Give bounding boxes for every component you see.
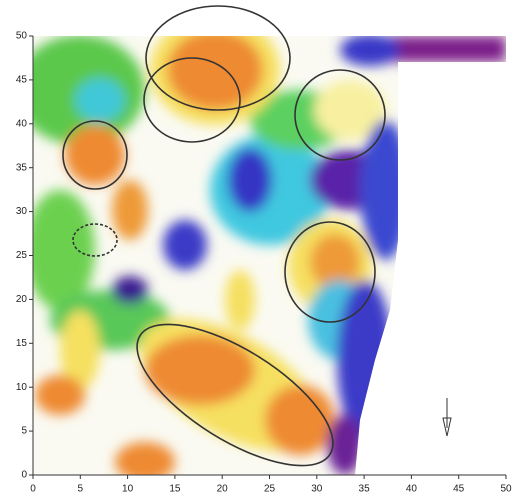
outlines: [62, 5, 386, 467]
x-tick-label: 5: [78, 484, 84, 495]
y-tick-label: 5: [21, 426, 27, 437]
y-tick-label: 0: [21, 470, 27, 481]
x-tick-label: 15: [169, 484, 181, 495]
x-tick-label: 35: [359, 484, 371, 495]
y-tick-label: 45: [16, 75, 28, 86]
y-tick-label: 20: [16, 294, 28, 305]
y-tick-label: 35: [16, 162, 28, 173]
y-tick-label: 15: [16, 338, 28, 349]
x-tick-label: 20: [217, 484, 229, 495]
y-tick-label: 25: [16, 250, 28, 261]
x-tick-label: 30: [311, 484, 323, 495]
y-tick-label: 40: [16, 118, 28, 129]
x-tick-label: 0: [30, 484, 36, 495]
x-tick-label: 10: [122, 484, 134, 495]
x-tick-label: 25: [264, 484, 276, 495]
y-tick-label: 30: [16, 206, 28, 217]
north-arrow: [442, 398, 452, 437]
x-tick-label: 40: [406, 484, 418, 495]
y-tick-label: 50: [16, 31, 28, 42]
y-tick-label: 10: [16, 382, 28, 393]
x-tick-label: 50: [500, 484, 512, 495]
x-tick-label: 45: [453, 484, 465, 495]
contour-field: [33, 36, 506, 475]
